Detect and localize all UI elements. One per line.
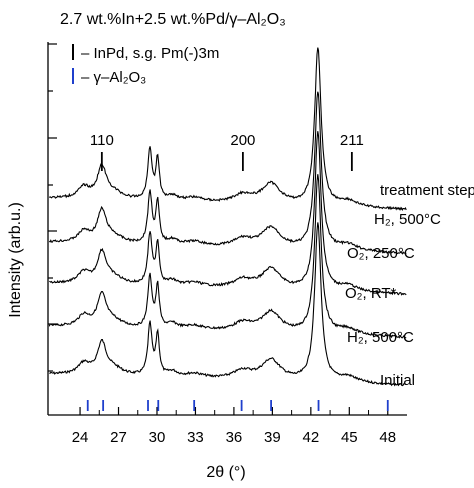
y-ticks <box>48 43 57 372</box>
trace-label: O₂, RT* <box>345 285 397 302</box>
x-ticks <box>79 407 389 415</box>
legend-label-al2o3: – γ–Al₂O₃ <box>81 69 146 86</box>
al2o3-markers <box>86 400 389 411</box>
treatment-annotation: treatment steps ↑ <box>380 182 474 199</box>
x-tick-label: 30 <box>149 429 166 446</box>
x-tick-labels: 24 27 30 33 36 39 42 45 48 <box>72 429 396 446</box>
y-axis-title: Intensity (arb.u.) <box>7 202 24 318</box>
xrd-trace <box>49 222 407 387</box>
trace-label: Initial <box>380 372 415 389</box>
x-axis-title: 2θ (°) <box>206 464 245 481</box>
x-tick-label: 48 <box>379 429 396 446</box>
chart-title: 2.7 wt.%In+2.5 wt.%Pd/γ–Al₂O₃ <box>60 11 286 28</box>
x-tick-label: 45 <box>341 429 358 446</box>
xrd-trace <box>48 91 407 255</box>
xrd-trace <box>48 47 407 211</box>
inpd-markers: 110 200 211 <box>90 132 364 171</box>
trace-label: O₂, 250°C <box>347 245 415 262</box>
trace-label: H₂, 500°C <box>347 329 414 346</box>
x-tick-label: 27 <box>110 429 127 446</box>
x-tick-label: 39 <box>264 429 281 446</box>
x-tick-label: 36 <box>226 429 243 446</box>
legend-label-inpd: – InPd, s.g. Pm(-)3m <box>81 45 219 62</box>
peak-label-211: 211 <box>340 132 364 149</box>
x-tick-label: 42 <box>302 429 319 446</box>
x-tick-label: 24 <box>72 429 89 446</box>
xrd-trace <box>49 131 407 296</box>
peak-label-200: 200 <box>230 132 255 149</box>
x-tick-label: 33 <box>187 429 204 446</box>
peak-label-110: 110 <box>90 132 114 149</box>
trace-label: H₂, 500°C <box>374 211 441 228</box>
xrd-traces <box>48 47 407 387</box>
xrd-trace <box>48 174 407 339</box>
trace-labels: Initial H₂, 500°C O₂, RT* O₂, 250°C H₂, 500°… <box>345 211 441 389</box>
